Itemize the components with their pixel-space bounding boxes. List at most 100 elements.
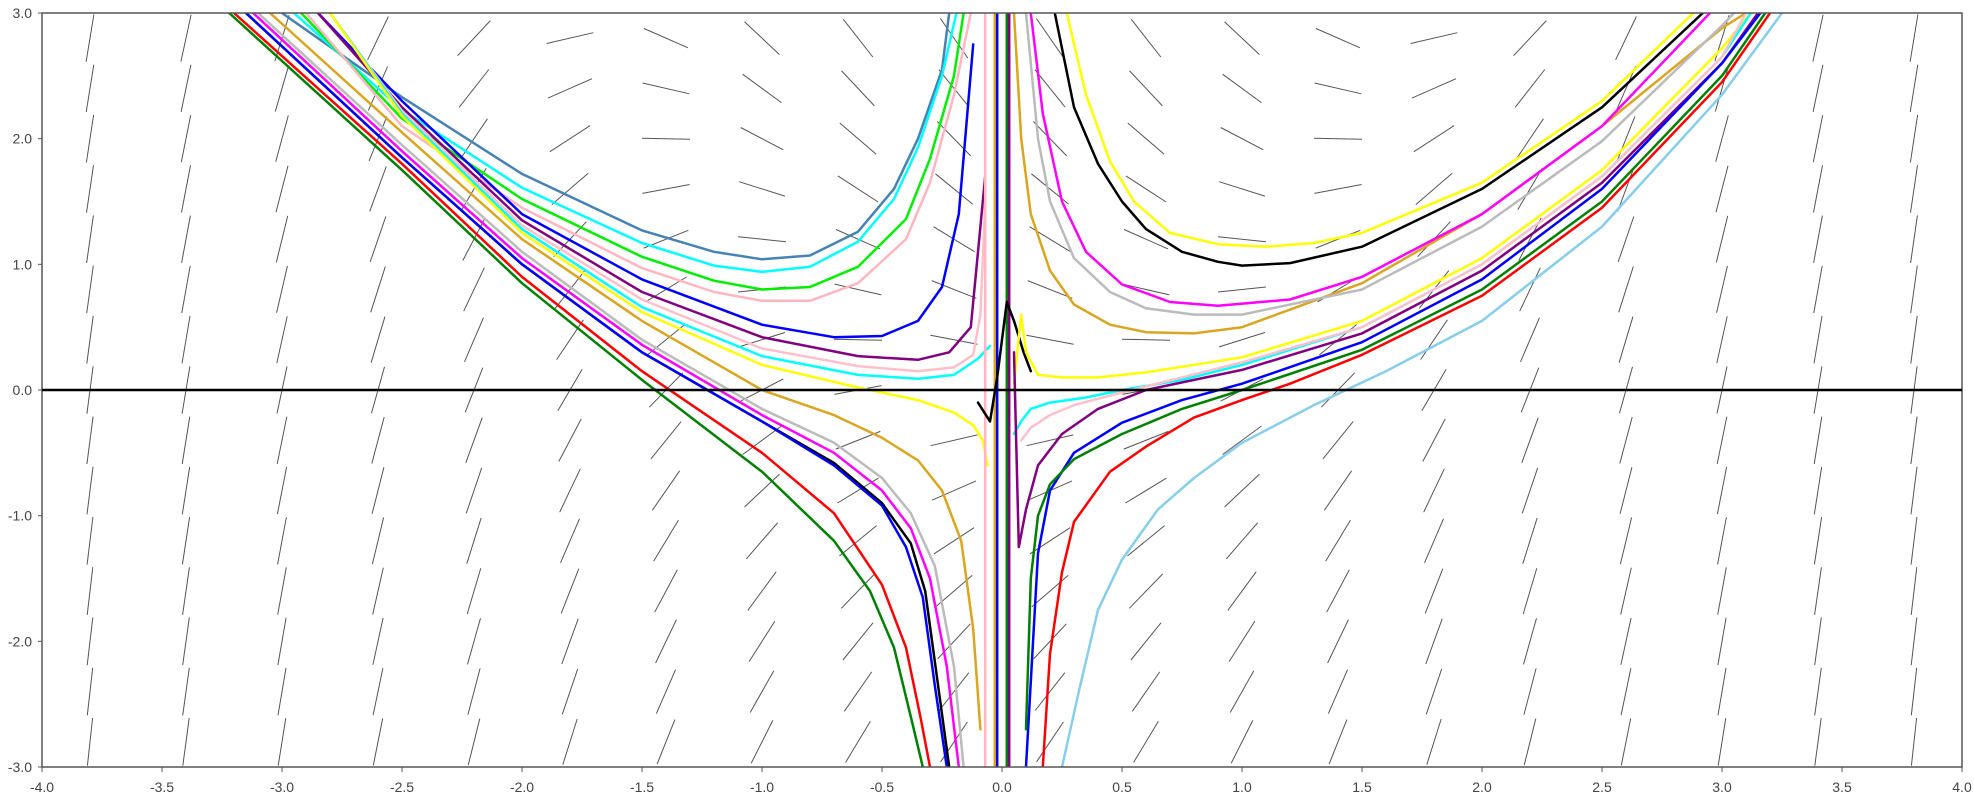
slope-segment: [1035, 18, 1065, 59]
slope-segment: [1123, 229, 1169, 250]
slope-segment: [277, 517, 287, 565]
slope-segment: [647, 324, 685, 356]
slope-segment: [85, 14, 95, 62]
slope-segment: [931, 480, 977, 501]
slope-segment: [275, 115, 289, 162]
solution-curve-2: [292, 13, 958, 274]
slope-segment: [182, 617, 190, 666]
slope-segment: [1424, 568, 1444, 614]
slope-segment: [457, 20, 491, 57]
slope-segment: [1620, 667, 1632, 716]
slope-segment: [86, 717, 94, 766]
solution-curve-34: [1041, 13, 1772, 767]
slope-segment: [86, 667, 94, 716]
x-tick-label: 0.5: [1112, 779, 1132, 795]
slope-segment: [371, 467, 385, 514]
slope-segment: [181, 265, 191, 314]
slope-segment: [274, 65, 290, 112]
slope-segment: [654, 569, 678, 613]
x-tick-label: 0.0: [992, 779, 1012, 795]
slope-segment: [180, 64, 192, 113]
slope-segment: [1717, 718, 1727, 766]
slope-segment: [1026, 434, 1074, 447]
slope-segment: [1517, 168, 1543, 210]
x-tick-label: -4.0: [30, 779, 54, 795]
slope-segment: [560, 568, 580, 614]
slope-segment: [650, 421, 682, 460]
slope-segment: [738, 236, 786, 243]
slope-segment: [742, 73, 782, 104]
slope-segment: [465, 467, 483, 514]
slope-segment: [1323, 470, 1353, 511]
slope-segment: [370, 316, 386, 363]
slope-segment: [86, 215, 94, 264]
y-tick-label: 1.0: [13, 256, 33, 272]
slope-segment: [1909, 114, 1919, 163]
slope-segment: [1910, 165, 1918, 213]
slope-segment: [740, 127, 784, 151]
slope-segment: [1813, 215, 1823, 263]
slope-segment: [562, 718, 578, 765]
slope-segment: [1717, 667, 1727, 716]
slope-segment: [86, 416, 94, 465]
solution-curve-10: [268, 13, 982, 731]
slope-segment: [1617, 166, 1635, 212]
solution-curve-28: [1012, 13, 1753, 385]
slope-segment: [275, 215, 289, 263]
slope-segment: [1813, 265, 1823, 314]
slope-segment: [1127, 122, 1165, 155]
slope-segment: [181, 316, 191, 364]
slope-segment: [841, 70, 875, 107]
slope-segment: [1033, 623, 1067, 660]
slope-segment: [1619, 467, 1633, 514]
slope-segment: [1619, 416, 1633, 464]
slope-segment: [833, 338, 883, 341]
slope-segment: [1123, 430, 1169, 450]
slope-segment: [750, 720, 774, 764]
slope-segment: [1716, 416, 1728, 464]
x-tick-label: 2.5: [1592, 779, 1612, 795]
slope-segment: [1224, 473, 1260, 508]
slope-segment: [1814, 667, 1822, 716]
slope-segment: [1910, 667, 1918, 716]
slope-segment: [1716, 316, 1728, 364]
slope-segment: [180, 115, 192, 163]
slope-segment: [1127, 525, 1165, 557]
slope-segment: [655, 619, 677, 664]
slope-segment: [642, 82, 690, 95]
x-tick-label: -1.0: [750, 779, 774, 795]
slope-segment: [467, 618, 481, 665]
solution-curve-27: [1065, 13, 1695, 248]
slope-segment: [1619, 517, 1633, 565]
slope-segment: [372, 667, 384, 716]
slope-segment: [180, 14, 192, 62]
solution-curve-22: [976, 300, 1033, 423]
slope-segment: [1814, 567, 1822, 615]
solution-curve-9: [328, 13, 989, 467]
solution-curve-35: [1060, 13, 1784, 767]
slope-segment: [653, 520, 679, 562]
slope-segment: [1717, 567, 1727, 615]
y-tick-label: -1.0: [8, 508, 32, 524]
slope-segment: [656, 719, 676, 765]
slope-segment: [1133, 721, 1159, 763]
slope-segment: [181, 215, 191, 263]
x-tick-label: -1.5: [630, 779, 654, 795]
slope-segment: [1026, 334, 1074, 345]
slope-segment: [1424, 518, 1444, 563]
slope-segment: [744, 21, 780, 55]
slope-segment: [1218, 286, 1266, 293]
slope-segment: [655, 669, 677, 714]
slope-segment: [1328, 719, 1348, 765]
slope-segment: [1617, 216, 1635, 263]
slope-segment: [86, 315, 94, 364]
slope-segment: [466, 567, 482, 615]
slope-segment: [370, 266, 386, 313]
slope-segment: [1411, 78, 1457, 99]
x-tick-label: -3.0: [270, 779, 294, 795]
slope-segment: [1814, 718, 1822, 766]
slope-segment: [1422, 418, 1446, 462]
slope-segment: [1032, 121, 1068, 157]
